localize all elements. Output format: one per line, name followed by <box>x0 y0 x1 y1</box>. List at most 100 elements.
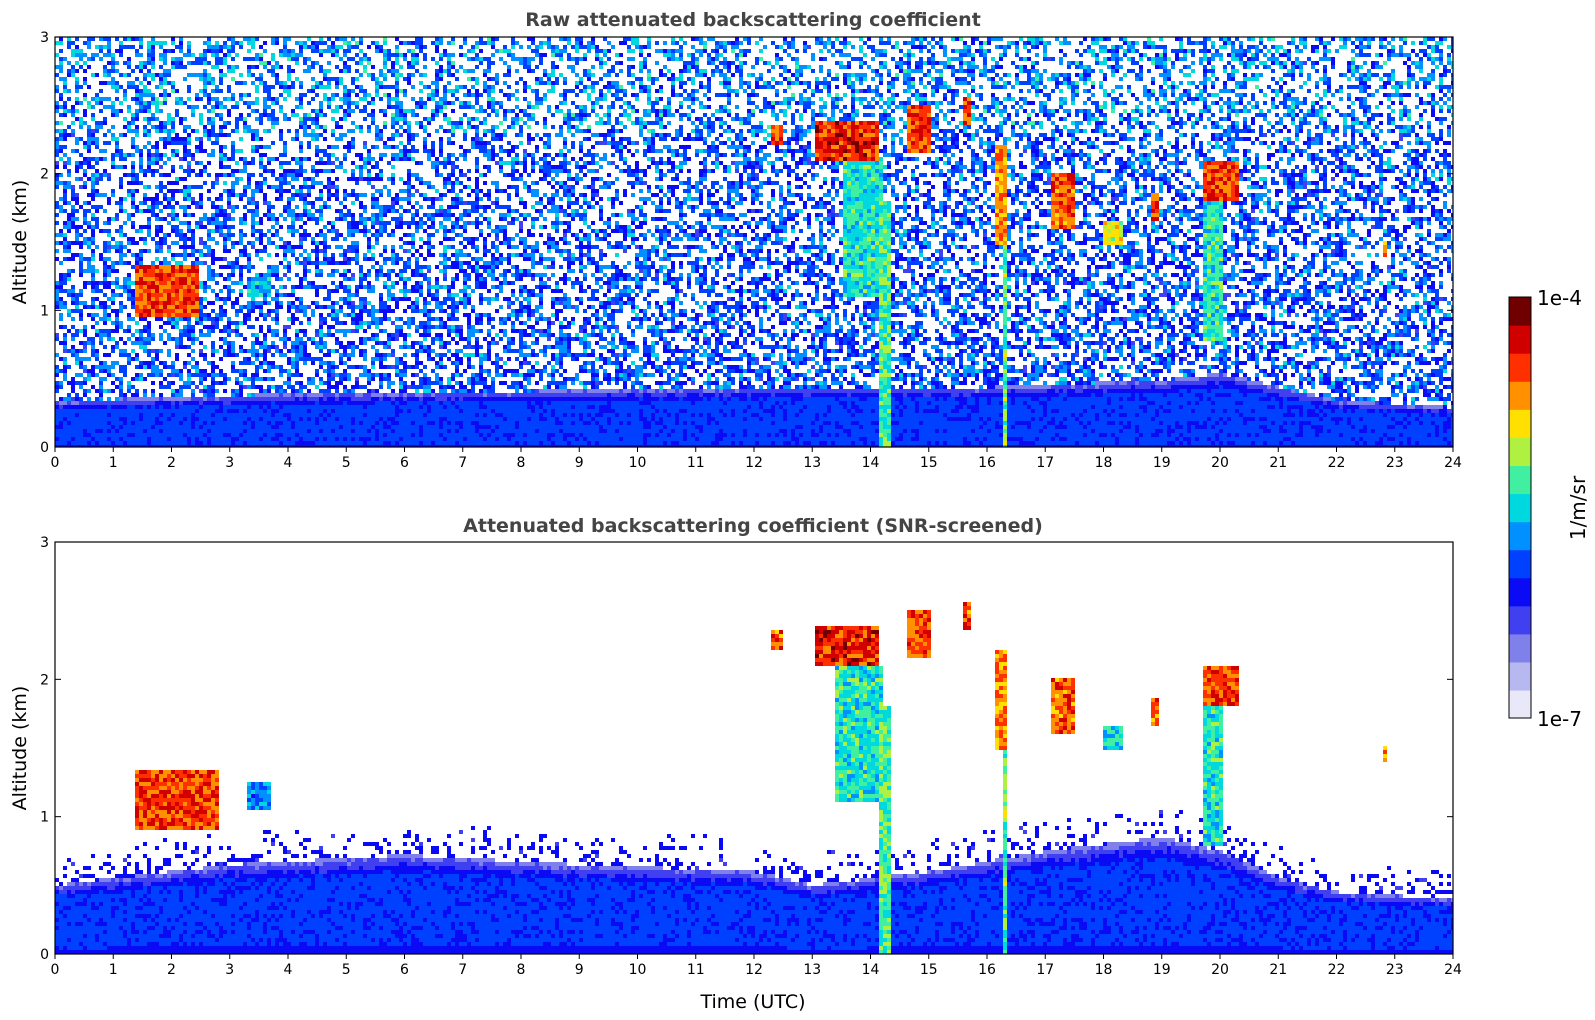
heatmap-cell <box>71 301 75 305</box>
heatmap-cell <box>259 249 263 253</box>
heatmap-cell <box>275 321 279 325</box>
heatmap-cell <box>167 289 171 293</box>
heatmap-cell <box>111 61 115 65</box>
heatmap-cell <box>343 169 347 173</box>
heatmap-cell <box>243 265 247 269</box>
heatmap-cell <box>123 289 127 293</box>
heatmap-cell <box>71 69 75 73</box>
heatmap-cell <box>251 233 255 237</box>
heatmap-cell <box>267 313 271 317</box>
heatmap-cell <box>183 385 187 389</box>
heatmap-cell <box>151 153 155 157</box>
heatmap-cell <box>267 85 271 89</box>
heatmap-cell <box>195 337 199 341</box>
heatmap-cell <box>87 425 91 429</box>
heatmap-cell <box>75 97 79 101</box>
heatmap-cell <box>215 113 219 117</box>
heatmap-cell <box>295 361 299 365</box>
heatmap-cell <box>255 293 259 297</box>
heatmap-cell <box>143 445 147 447</box>
heatmap-cell <box>255 349 259 353</box>
heatmap-cell <box>103 401 107 405</box>
heatmap-cell <box>147 161 151 165</box>
heatmap-cell <box>275 437 279 441</box>
heatmap-cell <box>271 437 275 441</box>
heatmap-cell <box>99 369 103 373</box>
heatmap-cell <box>211 97 215 101</box>
heatmap-cell <box>287 93 291 97</box>
heatmap-cell <box>111 281 115 285</box>
heatmap-cell <box>391 113 395 117</box>
heatmap-cell <box>111 81 115 85</box>
heatmap-cell <box>387 269 391 273</box>
heatmap-cell <box>119 413 123 417</box>
heatmap-cell <box>331 401 335 405</box>
heatmap-cell <box>83 229 87 233</box>
heatmap-cell <box>207 265 211 269</box>
heatmap-cell <box>195 269 199 273</box>
heatmap-cell <box>351 277 355 281</box>
heatmap-cell <box>147 269 151 273</box>
heatmap-cell <box>343 289 347 293</box>
heatmap-cell <box>55 173 59 177</box>
heatmap-cell <box>383 413 387 417</box>
heatmap-cell <box>143 133 147 137</box>
heatmap-cell <box>299 437 303 441</box>
heatmap-cell <box>227 217 231 221</box>
heatmap-cell <box>59 341 63 345</box>
heatmap-cell <box>175 309 179 313</box>
heatmap-cell <box>359 317 363 321</box>
heatmap-cell <box>207 189 211 193</box>
heatmap-cell <box>159 385 163 389</box>
heatmap-cell <box>195 361 199 365</box>
heatmap-cell <box>91 185 95 189</box>
heatmap-cell <box>311 281 315 285</box>
heatmap-cell <box>223 53 227 57</box>
heatmap-cell <box>315 369 319 373</box>
heatmap-cell <box>187 437 191 441</box>
heatmap-cell <box>299 173 303 177</box>
heatmap-cell <box>303 157 307 161</box>
heatmap-cell <box>175 261 179 265</box>
heatmap-cell <box>295 341 299 345</box>
heatmap-cell <box>187 149 191 153</box>
heatmap-cell <box>339 273 343 277</box>
heatmap-cell <box>291 321 295 325</box>
heatmap-cell <box>267 209 271 213</box>
heatmap-cell <box>247 269 251 273</box>
heatmap-cell <box>95 373 99 377</box>
heatmap-cell <box>123 93 127 97</box>
heatmap-cell <box>123 261 127 265</box>
heatmap-cell <box>147 61 151 65</box>
heatmap-cell <box>379 293 383 297</box>
heatmap-cell <box>159 225 163 229</box>
heatmap-cell <box>155 413 159 417</box>
heatmap-cell <box>359 297 363 301</box>
heatmap-cell <box>327 273 331 277</box>
heatmap-cell <box>271 173 275 177</box>
heatmap-cell <box>303 45 307 49</box>
heatmap-cell <box>219 145 223 149</box>
heatmap-cell <box>123 133 127 137</box>
heatmap-cell <box>275 65 279 69</box>
heatmap-cell <box>107 365 111 369</box>
heatmap-cell <box>227 405 231 409</box>
heatmap-cell <box>359 173 363 177</box>
heatmap-cell <box>159 277 163 281</box>
heatmap-cell <box>247 173 251 177</box>
heatmap-cell <box>103 81 107 85</box>
heatmap-cell <box>147 337 151 341</box>
heatmap-cell <box>259 429 263 433</box>
heatmap-cell <box>139 293 143 297</box>
heatmap-cell <box>59 425 63 429</box>
heatmap-cell <box>251 385 255 389</box>
heatmap-cell <box>191 229 195 233</box>
heatmap-cell <box>247 129 251 133</box>
heatmap-cell <box>195 413 199 417</box>
heatmap-cell <box>383 125 387 129</box>
heatmap-cell <box>283 173 287 177</box>
heatmap-cell <box>95 161 99 165</box>
heatmap-cell <box>255 437 259 441</box>
heatmap-cell <box>239 253 243 257</box>
heatmap-cell <box>111 109 115 113</box>
